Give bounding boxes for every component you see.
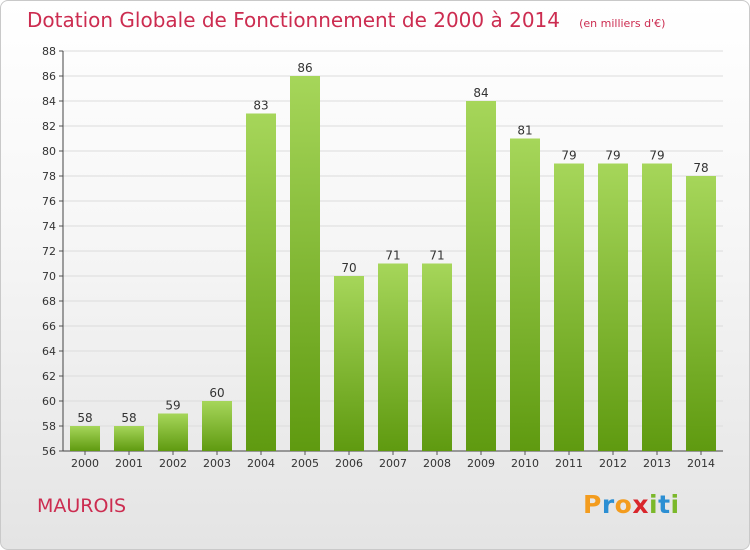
bar xyxy=(554,163,584,451)
bar xyxy=(158,413,188,451)
x-tick-label: 2006 xyxy=(335,457,363,470)
bar xyxy=(466,101,496,451)
chart-title: Dotation Globale de Fonctionnement de 20… xyxy=(27,8,560,32)
logo-letter: t xyxy=(658,490,671,519)
bar xyxy=(378,263,408,451)
bar xyxy=(510,138,540,451)
bar xyxy=(686,176,716,451)
data-label: 79 xyxy=(561,149,576,163)
bar xyxy=(642,163,672,451)
x-tick-label: 2007 xyxy=(379,457,407,470)
logo-letter: i xyxy=(649,490,659,519)
y-tick-label: 60 xyxy=(42,395,56,408)
data-label: 58 xyxy=(77,411,92,425)
y-tick-label: 58 xyxy=(42,420,56,433)
data-label: 79 xyxy=(649,149,664,163)
x-tick-label: 2005 xyxy=(291,457,319,470)
x-tick-label: 2008 xyxy=(423,457,451,470)
data-label: 83 xyxy=(253,99,268,113)
x-tick-label: 2011 xyxy=(555,457,583,470)
y-tick-label: 66 xyxy=(42,320,56,333)
bar xyxy=(246,113,276,451)
y-tick-label: 86 xyxy=(42,70,56,83)
x-tick-label: 2009 xyxy=(467,457,495,470)
y-tick-label: 88 xyxy=(42,45,56,58)
y-tick-label: 74 xyxy=(42,220,56,233)
bar xyxy=(334,276,364,451)
x-tick-label: 2001 xyxy=(115,457,143,470)
y-tick-label: 80 xyxy=(42,145,56,158)
logo-letter: x xyxy=(632,490,649,519)
chart-unit: (en milliers d'€) xyxy=(579,17,666,30)
logo-letter: i xyxy=(670,490,680,519)
x-tick-label: 2002 xyxy=(159,457,187,470)
x-tick-label: 2013 xyxy=(643,457,671,470)
y-tick-label: 72 xyxy=(42,245,56,258)
data-label: 70 xyxy=(341,261,356,275)
data-label: 58 xyxy=(121,411,136,425)
bar xyxy=(598,163,628,451)
bar xyxy=(70,426,100,451)
y-tick-label: 64 xyxy=(42,345,56,358)
commune-name: MAUROIS xyxy=(37,495,127,517)
y-tick-label: 68 xyxy=(42,295,56,308)
bar xyxy=(290,76,320,451)
y-tick-label: 56 xyxy=(42,445,56,458)
y-tick-label: 84 xyxy=(42,95,56,108)
data-label: 59 xyxy=(165,399,180,413)
y-tick-label: 76 xyxy=(42,195,56,208)
x-tick-label: 2010 xyxy=(511,457,539,470)
data-label: 86 xyxy=(297,61,312,75)
y-tick-label: 82 xyxy=(42,120,56,133)
logo-letter: r xyxy=(601,490,615,519)
chart-title-row: Dotation Globale de Fonctionnement de 20… xyxy=(27,8,665,32)
logo-letter: P xyxy=(583,490,602,519)
proxiti-logo: Proxiti xyxy=(583,490,680,519)
data-label: 71 xyxy=(429,249,444,263)
data-label: 60 xyxy=(209,386,224,400)
y-tick-label: 78 xyxy=(42,170,56,183)
bar xyxy=(202,401,232,451)
x-tick-label: 2000 xyxy=(71,457,99,470)
data-label: 84 xyxy=(473,86,488,100)
data-label: 79 xyxy=(605,149,620,163)
data-label: 71 xyxy=(385,249,400,263)
x-tick-label: 2012 xyxy=(599,457,627,470)
bar xyxy=(422,263,452,451)
x-tick-label: 2014 xyxy=(687,457,715,470)
y-tick-label: 62 xyxy=(42,370,56,383)
x-tick-label: 2004 xyxy=(247,457,275,470)
data-label: 78 xyxy=(693,161,708,175)
x-tick-label: 2003 xyxy=(203,457,231,470)
logo-letter: o xyxy=(614,490,633,519)
y-tick-label: 70 xyxy=(42,270,56,283)
bar xyxy=(114,426,144,451)
data-label: 81 xyxy=(517,124,532,138)
